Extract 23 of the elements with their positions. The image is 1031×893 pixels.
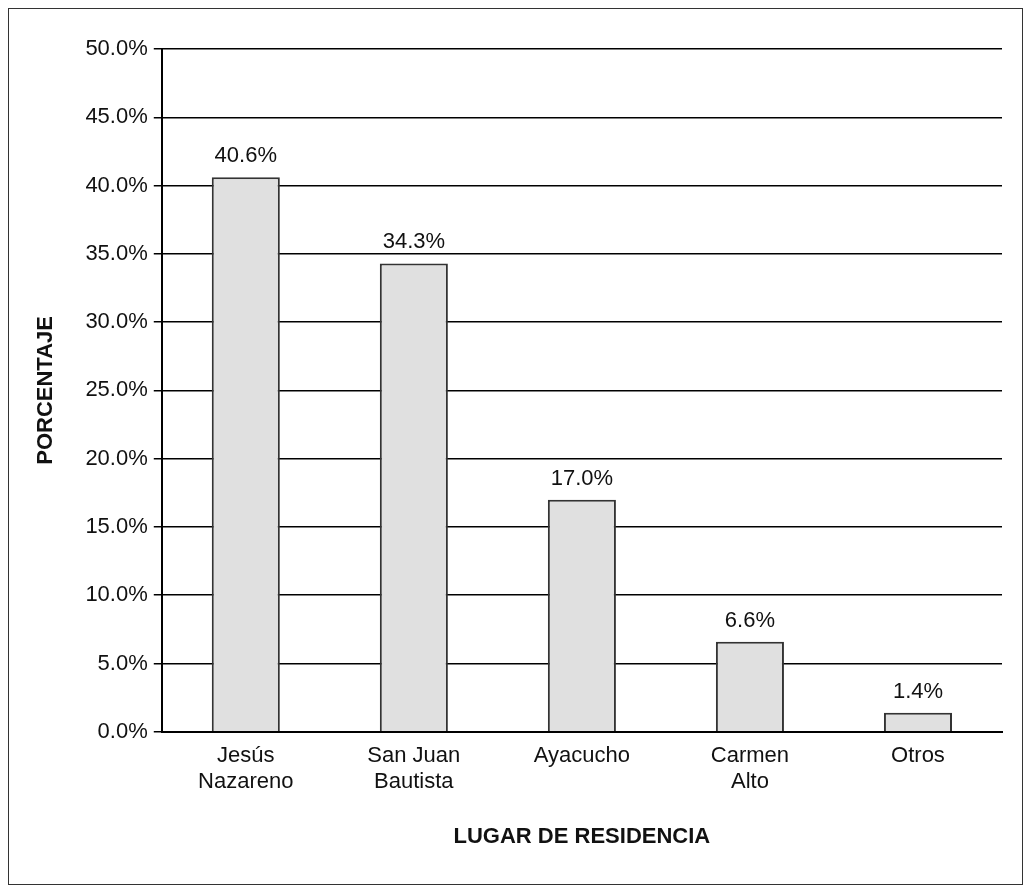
data-label: 1.4% bbox=[892, 677, 944, 703]
y-tick-label: 20.0% bbox=[85, 444, 148, 470]
y-tick-label: 0.0% bbox=[97, 717, 148, 743]
y-tick-label: 10.0% bbox=[85, 581, 148, 607]
x-axis-title: LUGAR DE RESIDENCIA bbox=[453, 822, 711, 848]
y-tick-label: 45.0% bbox=[85, 103, 148, 129]
y-tick-label: 40.0% bbox=[85, 171, 148, 197]
x-tick-label: Carmen Alto bbox=[710, 742, 790, 794]
y-tick-label: 50.0% bbox=[85, 35, 148, 61]
x-tick-label: Ayacucho bbox=[533, 742, 630, 768]
y-tick-label: 15.0% bbox=[85, 513, 148, 539]
y-tick-label: 25.0% bbox=[85, 376, 148, 402]
data-label: 34.3% bbox=[382, 228, 446, 254]
y-tick-label: 35.0% bbox=[85, 239, 148, 265]
data-label: 6.6% bbox=[724, 606, 776, 632]
y-tick-label: 30.0% bbox=[85, 308, 148, 334]
y-axis-title: PORCENTAJE bbox=[32, 316, 58, 465]
x-tick-label: Jesús Nazareno bbox=[198, 742, 294, 794]
data-label: 17.0% bbox=[550, 464, 614, 490]
y-tick-label: 5.0% bbox=[97, 649, 148, 675]
x-tick-label: San Juan Bautista bbox=[367, 742, 461, 794]
x-tick-label: Otros bbox=[891, 742, 945, 768]
data-label: 40.6% bbox=[214, 142, 277, 168]
